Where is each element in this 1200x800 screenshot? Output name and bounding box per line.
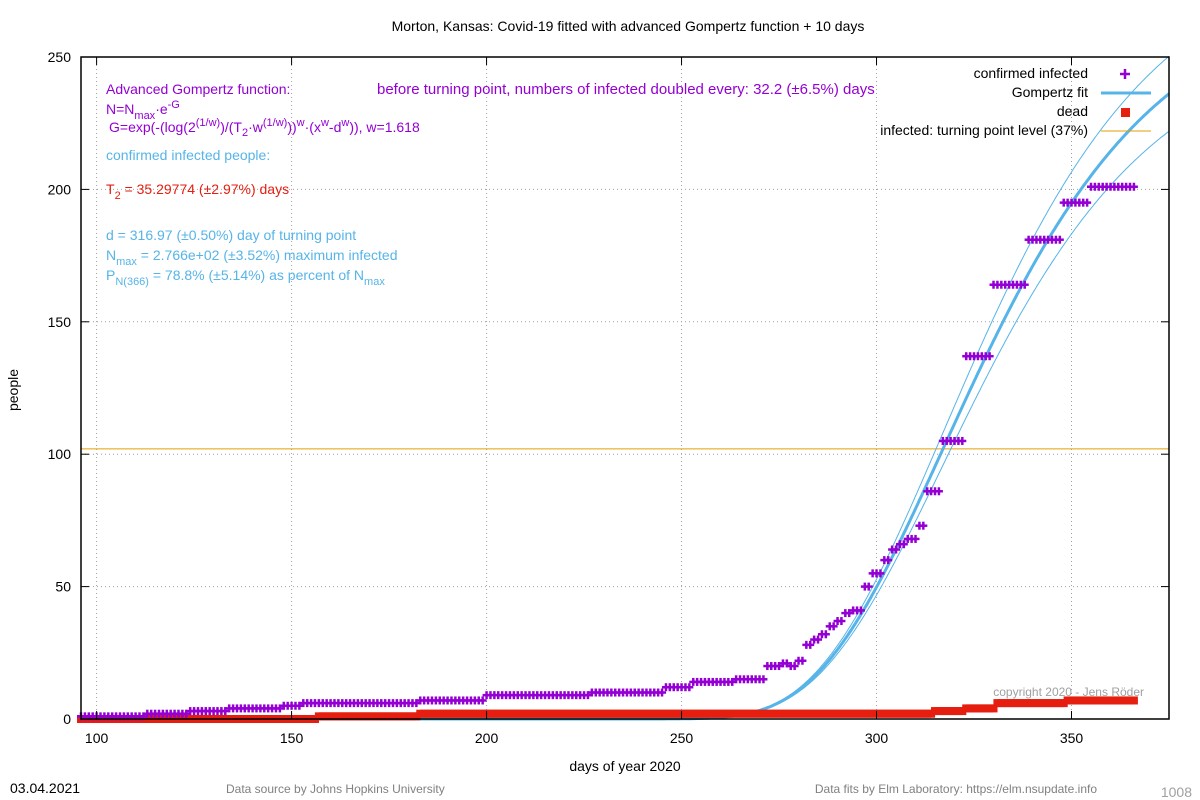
- formula-g-part1: G=exp(-(log(2: [109, 119, 196, 135]
- y-tick-label: 0: [63, 711, 71, 727]
- formula-g-part6: -d: [329, 119, 341, 135]
- legend-symbol-confirmed: [1120, 69, 1130, 79]
- confirmed-point: [884, 556, 893, 565]
- p-sub: N(366): [115, 276, 149, 288]
- x-tick-label: 200: [475, 730, 499, 746]
- formula-n-sub: max: [134, 110, 155, 122]
- t2-rest: = 35.29774 (±2.97%) days: [121, 181, 289, 197]
- y-tick-label: 100: [48, 446, 72, 462]
- confirmed-point: [934, 487, 943, 496]
- confirmed-point: [919, 521, 928, 530]
- legend-label-turning: infected: turning point level (37%): [880, 122, 1088, 138]
- t2-prefix: T: [106, 181, 115, 197]
- confirmed-point: [899, 540, 908, 549]
- x-tick-label: 150: [280, 730, 304, 746]
- legend: confirmed infected Gompertz fit dead inf…: [880, 65, 1151, 138]
- footer-number: 1008: [1161, 784, 1192, 800]
- confirmed-point: [814, 635, 823, 644]
- legend-label-dead: dead: [1057, 103, 1088, 119]
- formula-g-part7: )), w=1.618: [349, 119, 420, 135]
- copyright-text: copyright 2020 - Jens Röder: [993, 685, 1144, 699]
- p-prefix: P: [106, 267, 115, 283]
- confirmed-point: [1129, 182, 1138, 191]
- p-sub2: max: [364, 276, 385, 288]
- y-tick-label: 250: [48, 49, 72, 65]
- y-axis-label: people: [5, 369, 21, 411]
- confirmed-point: [806, 640, 815, 649]
- confirmed-point: [958, 436, 967, 445]
- doubling-annotation: before turning point, numbers of infecte…: [377, 81, 875, 98]
- confirmed-point: [658, 688, 667, 697]
- confirmed-point: [821, 630, 830, 639]
- y-tick-label: 200: [48, 181, 72, 197]
- formula-g-part2: )/(T: [220, 119, 242, 135]
- d-annotation: d = 316.97 (±0.50%) day of turning point: [106, 227, 356, 243]
- dead-point: [1129, 696, 1138, 705]
- axes: [80, 56, 1170, 720]
- confirmed-point: [876, 569, 885, 578]
- confirmed-point: [478, 696, 487, 705]
- confirmed-point: [864, 582, 873, 591]
- nmax-prefix: N: [106, 247, 116, 263]
- confirmed-point: [856, 606, 865, 615]
- confirmed-point: [892, 545, 901, 554]
- formula-g: G=exp(-(log(2(1/w))/(T2·w(1/w)))w·(xw-dw…: [109, 117, 420, 139]
- confirmed-series: [77, 182, 1138, 721]
- formula-n-prefix: N=N: [106, 101, 134, 117]
- confirmed-point: [1055, 235, 1064, 244]
- formula-g-sup6: w: [340, 117, 349, 129]
- y-tick-label: 150: [48, 314, 72, 330]
- confirmed-point: [829, 622, 838, 631]
- x-tick-label: 250: [670, 730, 694, 746]
- plot-frame: [80, 56, 1170, 720]
- confirmed-point: [685, 683, 694, 692]
- confirmed-point: [759, 675, 768, 684]
- formula-g-part5: ·(x: [305, 119, 321, 135]
- x-tick-label: 350: [1060, 730, 1084, 746]
- legend-symbol-dead: [1121, 108, 1130, 117]
- x-tick-label: 300: [865, 730, 889, 746]
- formula-g-sub2: 2: [242, 127, 248, 139]
- x-tick-label: 100: [85, 730, 109, 746]
- footer-fits: Data fits by Elm Laboratory: https://elm…: [815, 782, 1097, 796]
- footer-source: Data source by Johns Hopkins University: [226, 782, 445, 796]
- formula-g-part4: )): [287, 119, 296, 135]
- formula-n: N=Nmax·e-G: [106, 99, 180, 122]
- nmax-rest: = 2.766e+02 (±3.52%) maximum infected: [137, 247, 398, 263]
- confirmed-point: [1083, 198, 1092, 207]
- confirmed-point: [798, 656, 807, 665]
- chart-title: Morton, Kansas: Covid-19 fitted with adv…: [392, 18, 865, 34]
- legend-label-confirmed: confirmed infected: [974, 65, 1088, 81]
- formula-annotation: Advanced Gompertz function: N=Nmax·e-G G…: [106, 81, 875, 139]
- p-rest: = 78.8% (±5.14%) as percent of N: [149, 267, 364, 283]
- footer-date: 03.04.2021: [10, 780, 80, 796]
- section-label: confirmed infected people:: [106, 147, 270, 163]
- confirmed-point: [837, 617, 846, 626]
- formula-g-sup1: (1/w): [196, 117, 220, 129]
- formula-g-part3: ·w: [248, 119, 264, 135]
- formula-n-mid: ·e: [155, 101, 168, 117]
- tick-labels: 100 150 200 250 300 350 0 50 100 150 200 250: [48, 49, 1084, 746]
- p-annotation: PN(366) = 78.8% (±5.14%) as percent of N…: [106, 267, 385, 288]
- confirmed-point: [911, 534, 920, 543]
- formula-title: Advanced Gompertz function:: [106, 81, 290, 97]
- fit-lower-bound: [81, 130, 1170, 720]
- formula-n-sup: -G: [168, 99, 180, 111]
- dead-point: [989, 704, 998, 713]
- confirmed-point: [790, 662, 799, 671]
- t2-sub: 2: [115, 190, 121, 202]
- confirmed-point: [1020, 280, 1029, 289]
- formula-g-sup3: (1/w): [263, 117, 287, 129]
- fit-annotation: confirmed infected people: T2 = 35.29774…: [106, 147, 398, 288]
- t2-annotation: T2 = 35.29774 (±2.97%) days: [106, 181, 289, 202]
- formula-g-sup4: w: [296, 117, 305, 129]
- nmax-annotation: Nmax = 2.766e+02 (±3.52%) maximum infect…: [106, 247, 398, 268]
- confirmed-point: [985, 352, 994, 361]
- x-axis-label: days of year 2020: [569, 758, 681, 774]
- y-tick-label: 50: [55, 579, 71, 595]
- formula-g-sup5: w: [320, 117, 329, 129]
- nmax-sub: max: [116, 256, 137, 268]
- legend-label-fit: Gompertz fit: [1012, 84, 1088, 100]
